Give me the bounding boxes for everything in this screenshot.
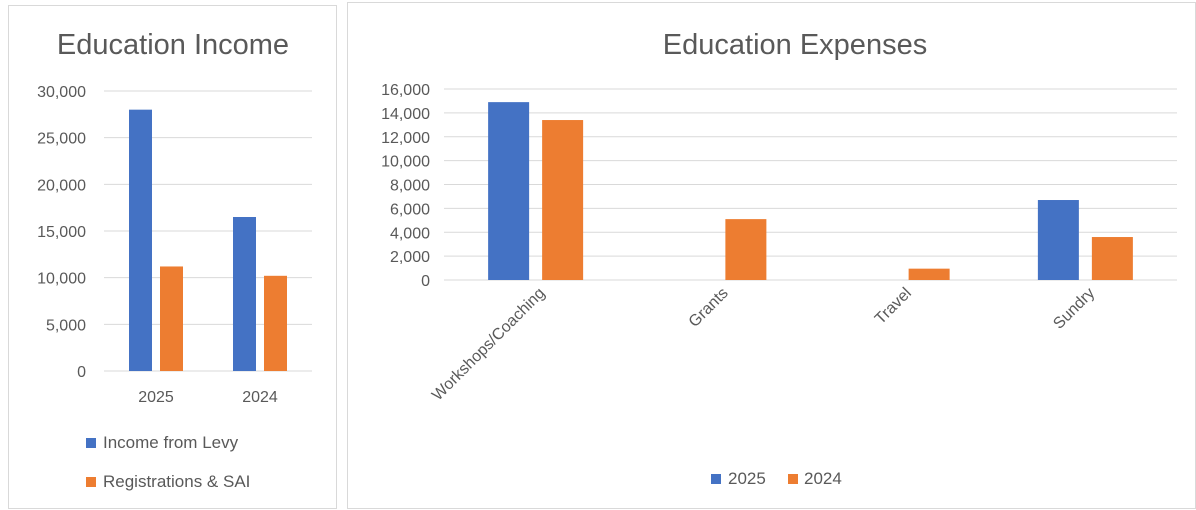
x-tick-label-grants: Grants (686, 285, 732, 331)
y-tick-label: 20,000 (37, 177, 86, 194)
legend-label-2025: 2025 (728, 469, 766, 488)
x-tick-label-sundry: Sundry (1050, 285, 1098, 333)
y-tick-label: 10,000 (381, 154, 430, 171)
y-tick-label: 14,000 (381, 106, 430, 123)
y-tick-label: 6,000 (390, 201, 430, 218)
expenses-chart-panel: Education Expenses 0 2,000 4,000 6,000 8,000… (347, 2, 1196, 509)
legend-label-registrations-sai: Registrations & SAI (103, 472, 250, 491)
bar-sundry-2024 (1091, 237, 1133, 280)
expenses-legend: 2025 2024 (711, 469, 842, 488)
legend-swatch-income-from-levy (86, 438, 96, 448)
y-tick-label: 25,000 (37, 131, 86, 148)
bar-travel-2024 (908, 268, 950, 280)
bar-sundry-2025 (1037, 200, 1079, 280)
legend-label-2024: 2024 (804, 469, 842, 488)
y-tick-label: 4,000 (390, 225, 430, 242)
bar-workshops-coaching-2025 (488, 102, 530, 280)
y-tick-label: 2,000 (390, 249, 430, 266)
x-tick-label-2024: 2024 (242, 389, 278, 406)
bar-2025-registrations-sai (160, 266, 183, 371)
legend-swatch-2025 (711, 474, 721, 484)
y-tick-label: 8,000 (390, 178, 430, 195)
income-chart: Education Income 0 5,000 10,000 15,000 20,00… (37, 29, 312, 491)
x-tick-label-travel: Travel (872, 285, 915, 328)
y-tick-label: 5,000 (46, 317, 86, 334)
y-tick-label: 0 (421, 273, 430, 290)
legend-label-income-from-levy: Income from Levy (103, 433, 239, 452)
y-tick-label: 30,000 (37, 84, 86, 101)
y-tick-label: 12,000 (381, 130, 430, 147)
bar-workshops-coaching-2024 (542, 120, 584, 280)
income-legend: Income from Levy Registrations & SAI (86, 433, 250, 491)
x-tick-label-2025: 2025 (138, 389, 174, 406)
y-tick-label: 15,000 (37, 224, 86, 241)
bar-2024-registrations-sai (264, 275, 287, 371)
x-tick-label-workshops-coaching: Workshops/Coaching (429, 285, 548, 404)
legend-swatch-registrations-sai (86, 477, 96, 487)
y-tick-label: 10,000 (37, 271, 86, 288)
expenses-chart-title: Education Expenses (663, 29, 927, 61)
y-tick-label: 16,000 (381, 82, 430, 99)
y-tick-label: 0 (77, 364, 86, 381)
income-chart-title: Education Income (57, 29, 289, 61)
bar-2024-income-from-levy (233, 217, 256, 371)
legend-swatch-2024 (788, 474, 798, 484)
income-chart-panel: Education Income 0 5,000 10,000 15,000 20,00… (8, 5, 337, 509)
expenses-chart: Education Expenses 0 2,000 4,000 6,000 8,000… (381, 29, 1177, 488)
bar-grants-2024 (725, 219, 767, 280)
bar-2025-income-from-levy (129, 109, 152, 372)
